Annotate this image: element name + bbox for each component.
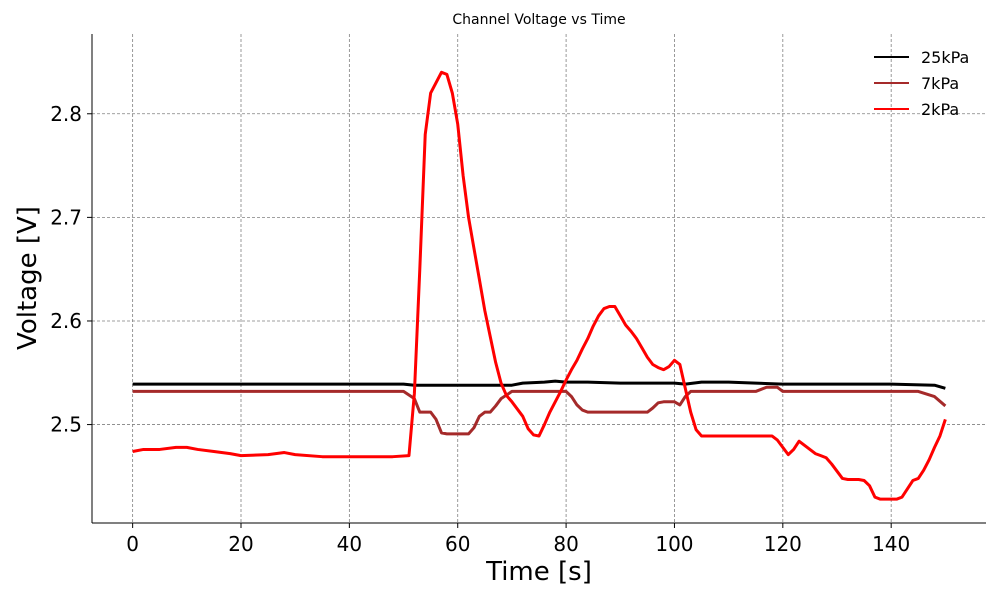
x-tick-label: 100 [655, 532, 693, 556]
legend: 25kPa 7kPa 2kPa [874, 48, 969, 119]
series-line-2kpa [132, 70, 947, 501]
series-line-25kpa [132, 379, 946, 390]
x-tick-label: 80 [553, 532, 578, 556]
legend-label-7kpa: 7kPa [921, 74, 959, 93]
grid-layer [92, 34, 986, 523]
series-layer [132, 70, 947, 501]
series-line-7kpa [132, 385, 947, 436]
x-tick-label: 20 [228, 532, 253, 556]
y-tick-label: 2.7 [50, 205, 82, 229]
x-axis-label: Time [s] [485, 557, 592, 587]
legend-label-2kpa: 2kPa [921, 100, 959, 119]
y-tick-label: 2.6 [50, 309, 82, 333]
x-tick-label: 0 [126, 532, 139, 556]
x-tick-label: 40 [337, 532, 362, 556]
y-tick-label: 2.5 [50, 413, 82, 437]
chart-title: Channel Voltage vs Time [452, 12, 625, 28]
axes-layer [91, 34, 986, 524]
x-tick-label: 60 [445, 532, 470, 556]
ticks-layer: 0 20 40 60 80 100 120 140 2.5 2.6 2.7 2.8 [50, 102, 910, 556]
x-tick-label: 140 [872, 532, 910, 556]
x-tick-label: 120 [764, 532, 802, 556]
y-tick-label: 2.8 [50, 102, 82, 126]
y-axis-label: Voltage [V] [13, 206, 43, 350]
legend-label-25kpa: 25kPa [921, 48, 969, 67]
